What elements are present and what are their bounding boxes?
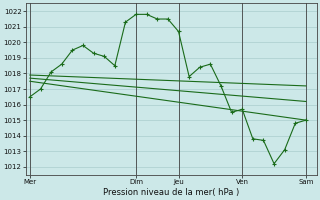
X-axis label: Pression niveau de la mer( hPa ): Pression niveau de la mer( hPa ) [103,188,239,197]
